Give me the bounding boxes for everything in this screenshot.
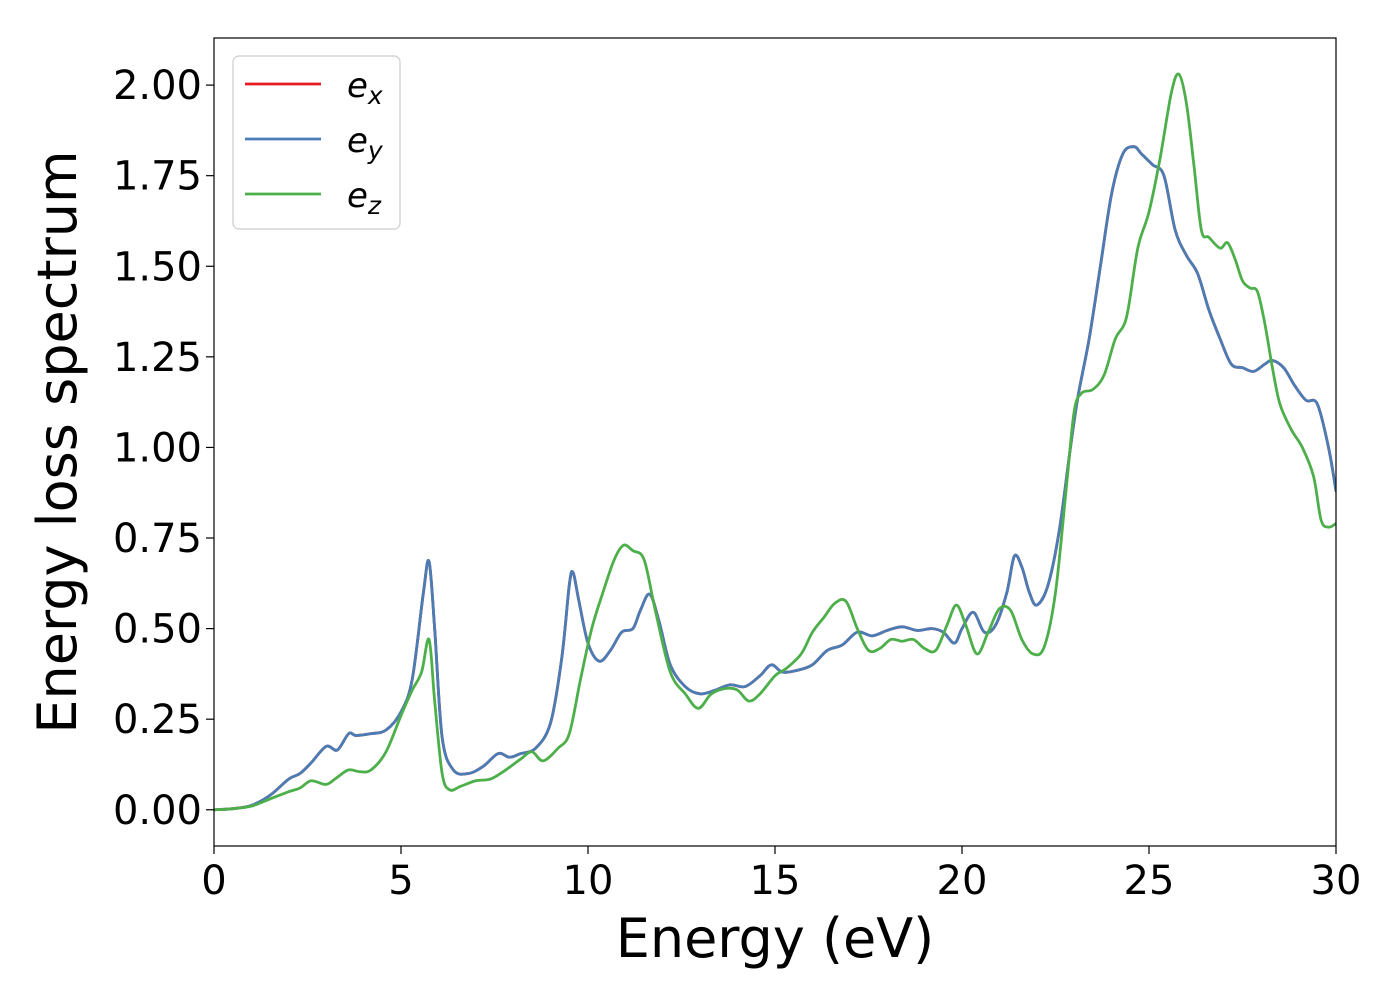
- y-tick-label: 2.00: [113, 63, 202, 109]
- legend-label-e-x: ex: [347, 66, 383, 110]
- x-tick-label: 25: [1124, 858, 1175, 904]
- y-tick-label: 0.50: [113, 607, 202, 653]
- legend-label-subscript: x: [367, 81, 383, 110]
- x-tick-label: 0: [201, 858, 226, 904]
- x-tick-label: 15: [750, 858, 801, 904]
- legend-label-main: e: [347, 121, 368, 161]
- y-tick-label: 0.25: [113, 697, 202, 743]
- y-tick-label: 0.00: [113, 788, 202, 834]
- y-axis: 0.00 0.25 0.50 0.75 1.00 1.25 1.50 1.75 2.00: [113, 63, 214, 834]
- legend-label-e-y: ey: [347, 121, 384, 165]
- y-tick-label: 1.75: [113, 154, 202, 200]
- legend-label-subscript: z: [367, 191, 382, 220]
- legend-label-subscript: y: [367, 136, 384, 165]
- y-tick-label: 1.00: [113, 425, 202, 471]
- y-axis-title: Energy loss spectrum: [26, 150, 89, 733]
- legend-label-main: e: [347, 176, 368, 216]
- series-line-e-y: [214, 145, 1336, 812]
- x-axis: 0 5 10 15 20 25 30: [201, 846, 1361, 904]
- x-tick-label: 30: [1311, 858, 1362, 904]
- y-tick-label: 1.25: [113, 335, 202, 381]
- legend-label-main: e: [347, 66, 368, 106]
- y-tick-label: 0.75: [113, 516, 202, 562]
- series-line-e-z: [214, 72, 1336, 812]
- x-tick-label: 10: [563, 858, 614, 904]
- y-tick-label: 1.50: [113, 244, 202, 290]
- series-layer: [214, 72, 1336, 812]
- x-tick-label: 5: [388, 858, 413, 904]
- x-tick-label: 20: [937, 858, 988, 904]
- legend-box: [232, 55, 401, 230]
- legend-label-e-z: ez: [347, 176, 382, 220]
- x-axis-title: Energy (eV): [616, 907, 935, 970]
